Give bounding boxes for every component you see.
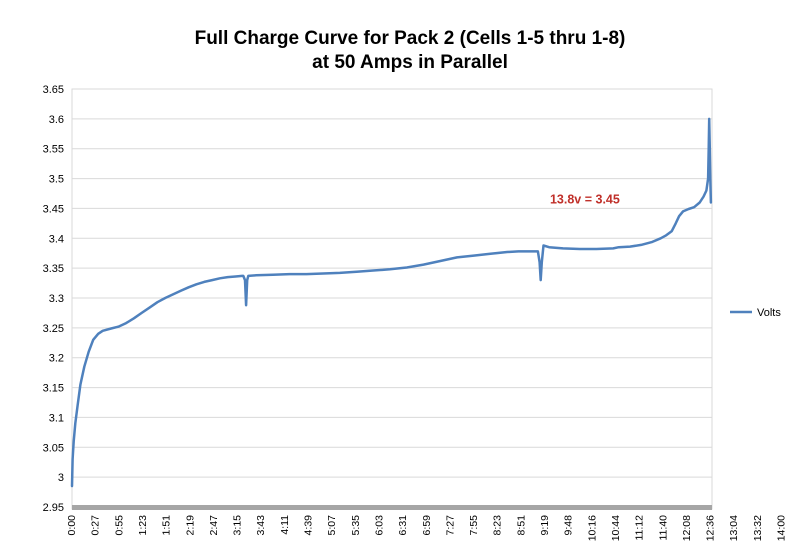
y-tick-label: 3.05	[43, 442, 64, 454]
x-tick-label: 0:55	[113, 515, 125, 536]
y-tick-label: 3.35	[43, 263, 64, 275]
y-tick-label: 3.3	[49, 293, 64, 305]
x-tick-label: 2:47	[208, 515, 220, 536]
x-axis-line	[72, 505, 712, 510]
y-tick-label: 3.5	[49, 174, 64, 186]
chart-title-line1: Full Charge Curve for Pack 2 (Cells 1-5 …	[195, 28, 626, 49]
x-tick-label: 1:23	[137, 515, 149, 536]
y-tick-label: 3	[58, 472, 64, 484]
series-layer	[70, 117, 713, 488]
x-tick-label: 1:51	[161, 515, 173, 536]
y-tick-label: 3.6	[49, 114, 64, 126]
x-tick-label: 0:00	[66, 515, 78, 536]
legend: Volts	[730, 307, 781, 319]
y-tick-label: 3.55	[43, 144, 64, 156]
x-tick-label: 10:44	[610, 515, 622, 541]
x-tick-label: 3:43	[255, 515, 267, 536]
x-tick-labels: 0:00 0:27 0:55 1:23 1:51 2:19 2:47 3:15 3:43 4:11…	[66, 515, 800, 541]
y-tick-label: 3.1	[49, 412, 64, 424]
x-tick-label: 12:08	[681, 515, 693, 541]
x-tick-label: 4:11	[279, 515, 291, 535]
x-tick-label: 11:12	[634, 515, 646, 541]
y-tick-label: 3.15	[43, 383, 64, 395]
x-tick-label: 9:48	[563, 515, 575, 536]
y-tick-label: 2.95	[43, 502, 64, 514]
legend-label-volts: Volts	[757, 307, 781, 319]
x-tick-label: 11:40	[657, 515, 669, 541]
x-tick-label: 5:07	[326, 515, 338, 536]
x-tick-label: 13:04	[728, 515, 740, 541]
x-axis-band	[72, 505, 712, 510]
x-tick-label: 8:23	[492, 515, 504, 536]
x-tick-label: 7:55	[468, 515, 480, 536]
x-tick-label: 12:36	[705, 515, 717, 541]
x-tick-label: 4:39	[303, 515, 315, 536]
x-tick-label: 2:19	[184, 515, 196, 536]
x-tick-label: 6:31	[397, 515, 409, 536]
x-tick-label: 5:35	[350, 515, 362, 536]
x-tick-label: 8:51	[515, 515, 527, 536]
y-tick-label: 3.65	[43, 84, 64, 96]
x-tick-label: 9:19	[539, 515, 551, 536]
y-tick-label: 3.4	[49, 233, 64, 245]
x-tick-label: 7:27	[444, 515, 456, 536]
plot-area: 2.95 3 3.05 3.1 3.15 3.2 3.25 3.3 3.35 3.4 3.45 3.5…	[43, 84, 800, 541]
annotation-layer: 13.8v = 3.45	[550, 193, 620, 207]
x-tick-label: 6:03	[373, 515, 385, 536]
gridlines	[72, 88, 712, 478]
annotation-label: 13.8v = 3.45	[550, 193, 620, 207]
chart-title-line2: at 50 Amps in Parallel	[312, 52, 508, 73]
plot-border	[71, 88, 713, 510]
y-tick-label: 3.45	[43, 203, 64, 215]
x-tick-label: 13:32	[752, 515, 764, 541]
y-tick-label: 3.25	[43, 323, 64, 335]
x-tick-label: 14:00	[776, 515, 788, 541]
x-tick-label: 10:16	[586, 515, 598, 541]
x-tick-label: 3:15	[232, 515, 244, 536]
y-tick-labels: 2.95 3 3.05 3.1 3.15 3.2 3.25 3.3 3.35 3.4 3.45 3.5…	[43, 84, 64, 514]
x-tick-label: 0:27	[90, 515, 102, 536]
y-tick-label: 3.2	[49, 353, 64, 365]
series-line-volts	[70, 117, 713, 488]
x-tick-label: 6:59	[421, 515, 433, 536]
